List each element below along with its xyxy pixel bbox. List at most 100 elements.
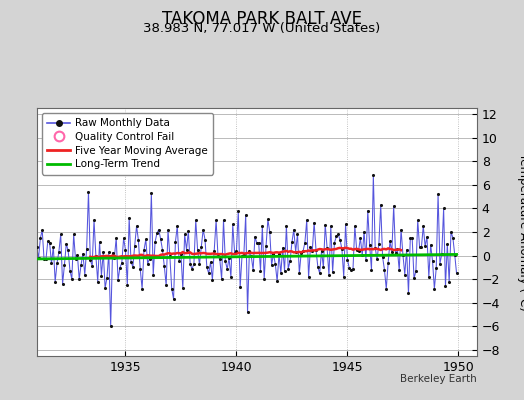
Point	[321, 222, 330, 228]
Point	[121, 247, 129, 253]
Point	[212, 217, 220, 223]
Point	[432, 265, 440, 272]
Point	[40, 256, 48, 263]
Point	[157, 236, 165, 242]
Point	[105, 249, 113, 256]
Point	[256, 268, 265, 274]
Point	[90, 217, 98, 223]
Point	[438, 251, 446, 258]
Point	[43, 238, 52, 245]
Point	[62, 241, 70, 247]
Point	[188, 266, 196, 272]
Point	[393, 246, 401, 252]
Point	[353, 247, 361, 253]
Point	[347, 267, 355, 274]
Point	[245, 248, 254, 254]
Point	[416, 244, 424, 250]
Point	[337, 246, 346, 252]
Point	[134, 237, 143, 244]
Point	[247, 253, 255, 259]
Point	[117, 260, 126, 266]
Point	[197, 244, 205, 250]
Point	[75, 276, 83, 282]
Point	[180, 231, 189, 238]
Point	[430, 286, 439, 292]
Text: Berkeley Earth: Berkeley Earth	[400, 374, 477, 384]
Point	[382, 286, 390, 292]
Point	[199, 226, 208, 233]
Point	[282, 223, 291, 229]
Point	[269, 251, 278, 257]
Point	[373, 256, 381, 262]
Point	[278, 244, 287, 251]
Point	[255, 239, 263, 246]
Point	[234, 208, 243, 214]
Point	[329, 268, 337, 275]
Point	[86, 257, 94, 264]
Point	[84, 189, 93, 195]
Point	[99, 249, 107, 255]
Point	[318, 248, 326, 254]
Point	[51, 278, 59, 285]
Point	[151, 239, 159, 245]
Point	[106, 323, 115, 330]
Point	[64, 247, 72, 254]
Point	[362, 257, 370, 263]
Point	[46, 240, 54, 246]
Point	[179, 285, 187, 292]
Point	[406, 234, 414, 241]
Point	[413, 217, 422, 223]
Point	[262, 243, 270, 249]
Point	[365, 242, 374, 248]
Point	[275, 251, 283, 258]
Point	[112, 235, 121, 241]
Point	[108, 250, 117, 256]
Point	[388, 249, 396, 255]
Point	[315, 270, 324, 276]
Point	[155, 226, 163, 233]
Point	[110, 254, 118, 261]
Point	[419, 223, 428, 229]
Point	[182, 246, 191, 253]
Point	[323, 244, 331, 251]
Point	[358, 252, 366, 259]
Point	[290, 226, 298, 233]
Point	[195, 261, 204, 268]
Point	[220, 217, 228, 223]
Point	[399, 252, 407, 258]
Point	[79, 250, 87, 257]
Point	[273, 278, 281, 284]
Point	[95, 239, 104, 245]
Point	[53, 260, 61, 266]
Point	[304, 274, 313, 281]
Point	[97, 273, 106, 279]
Point	[221, 258, 230, 264]
Point	[190, 261, 198, 267]
Point	[57, 231, 65, 238]
Y-axis label: Temperature Anomaly (°C): Temperature Anomaly (°C)	[517, 153, 524, 311]
Point	[332, 233, 341, 240]
Point	[145, 256, 154, 262]
Point	[123, 282, 132, 288]
Point	[192, 217, 200, 223]
Point	[119, 235, 128, 241]
Point	[264, 216, 272, 223]
Point	[175, 257, 183, 264]
Point	[271, 261, 279, 267]
Point	[251, 234, 259, 240]
Point	[203, 264, 211, 270]
Point	[302, 217, 311, 223]
Point	[308, 248, 316, 254]
Point	[177, 251, 185, 257]
Point	[354, 248, 363, 254]
Point	[204, 270, 213, 276]
Legend: Raw Monthly Data, Quality Control Fail, Five Year Moving Average, Long-Term Tren: Raw Monthly Data, Quality Control Fail, …	[42, 113, 213, 174]
Point	[168, 286, 176, 292]
Point	[421, 243, 429, 249]
Point	[423, 234, 431, 240]
Point	[130, 242, 139, 249]
Point	[447, 229, 455, 235]
Point	[68, 276, 76, 282]
Point	[443, 241, 452, 248]
Point	[162, 282, 170, 288]
